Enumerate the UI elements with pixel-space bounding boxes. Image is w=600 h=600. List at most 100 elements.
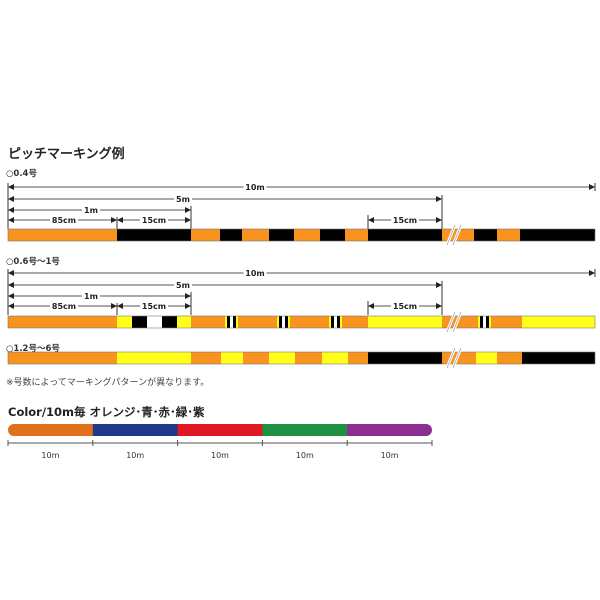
line-0-6-1-segment-orange	[8, 316, 117, 328]
color-length-label: 10m	[381, 451, 399, 460]
arrowhead	[185, 303, 191, 309]
section-label-0-4: ○0.4号	[6, 169, 37, 179]
line-0-6-1-segment-black	[337, 316, 340, 328]
arrowhead	[368, 303, 374, 309]
line-0-6-1-segment-yellow	[489, 316, 491, 328]
color-segment-2	[177, 424, 263, 436]
page-title: ピッチマーキング例	[8, 147, 125, 162]
dimension-label: 1m	[84, 292, 98, 301]
line-0-6-1-segment-yellow	[340, 316, 342, 328]
line-0-6-1-segment-black	[331, 316, 334, 328]
color-title: Color/10m毎 オレンジ･青･赤･緑･紫	[8, 405, 205, 419]
line-0-4-segment-black	[117, 229, 191, 241]
line-0-4-segment-orange	[191, 229, 220, 241]
line-0-6-1-segment-white	[230, 316, 233, 328]
dimension-label: 5m	[176, 195, 190, 204]
dimension-label: 1m	[84, 206, 98, 215]
arrowhead	[8, 217, 14, 223]
line-1-2-6-segment-orange	[497, 352, 522, 364]
line-0-6-1-segment-white	[282, 316, 285, 328]
arrowhead	[111, 303, 117, 309]
arrowhead	[436, 217, 442, 223]
line-0-4-segment-black	[368, 229, 442, 241]
break-mark-outline	[446, 311, 462, 333]
line-0-6-1-segment-black	[480, 316, 483, 328]
line-1-2-6-segment-black	[522, 352, 595, 364]
color-segment-1	[92, 424, 179, 436]
line-0-6-1-segment-yellow	[288, 316, 290, 328]
arrowhead	[8, 282, 14, 288]
arrowhead	[8, 270, 14, 276]
line-0-6-1-segment-yellow	[177, 316, 191, 328]
line-0-4-segment-orange	[8, 229, 117, 241]
arrowhead	[8, 196, 14, 202]
arrowhead	[111, 217, 117, 223]
dimension-label: 5m	[176, 281, 190, 290]
line-0-4-segment-orange	[242, 229, 269, 241]
line-0-4-segment-black	[520, 229, 595, 241]
line-0-6-1-segment-yellow	[329, 316, 331, 328]
dimension-label: 15cm	[142, 216, 166, 225]
arrowhead	[8, 293, 14, 299]
arrowhead	[589, 184, 595, 190]
section-label-1-2-6: ○1.2号〜6号	[6, 344, 60, 354]
line-0-4-outline	[7, 228, 596, 242]
line-0-4-segment-black	[269, 229, 294, 241]
line-0-6-1-segment-black	[279, 316, 282, 328]
line-1-2-6-segment-orange	[295, 352, 322, 364]
arrowhead	[8, 207, 14, 213]
line-0-6-1-segment-yellow	[225, 316, 227, 328]
dimension-label: 15cm	[142, 302, 166, 311]
color-length-label: 10m	[296, 451, 314, 460]
line-0-6-1-segment-yellow	[117, 316, 132, 328]
line-1-2-6-segment-orange	[243, 352, 269, 364]
arrowhead	[436, 282, 442, 288]
arrowhead	[589, 270, 595, 276]
line-0-6-1-segment-yellow	[368, 316, 442, 328]
line-1-2-6-segment-yellow	[269, 352, 295, 364]
line-0-6-1-segment-black	[227, 316, 230, 328]
line-1-2-6-segment-black	[368, 352, 442, 364]
line-1-2-6-segment-yellow	[117, 352, 191, 364]
arrowhead	[368, 217, 374, 223]
line-1-2-6-segment-orange	[348, 352, 368, 364]
dimension-label: 85cm	[52, 302, 76, 311]
line-0-6-1-segment-black	[162, 316, 177, 328]
line-1-2-6-segment-yellow	[221, 352, 243, 364]
line-0-4-segment-black	[474, 229, 497, 241]
dimension-label: 15cm	[393, 302, 417, 311]
line-0-4-segment-orange	[497, 229, 520, 241]
line-0-6-1-segment-white	[334, 316, 337, 328]
arrowhead	[185, 207, 191, 213]
dimension-label: 10m	[245, 269, 264, 278]
line-0-6-1-segment-black	[486, 316, 489, 328]
section-label-0-6-1: ○0.6号〜1号	[6, 257, 60, 267]
line-0-6-1-segment-yellow	[522, 316, 595, 328]
line-0-4-segment-orange	[294, 229, 320, 241]
line-0-6-1-segment-white	[483, 316, 486, 328]
arrowhead	[117, 303, 123, 309]
line-0-6-1-segment-yellow	[478, 316, 480, 328]
line-0-6-1-segment-yellow	[277, 316, 279, 328]
line-0-6-1-segment-yellow	[236, 316, 238, 328]
dimension-label: 10m	[245, 183, 264, 192]
arrowhead	[8, 303, 14, 309]
arrowhead	[436, 196, 442, 202]
dimension-label: 85cm	[52, 216, 76, 225]
line-0-6-1-segment-orange	[497, 316, 522, 328]
line-0-4-segment-orange	[345, 229, 368, 241]
color-segment-4	[347, 424, 432, 436]
arrowhead	[185, 217, 191, 223]
pattern-note: ※号数によってマーキングパターンが異なります。	[6, 378, 210, 388]
line-0-6-1-segment-black	[132, 316, 147, 328]
break-mark-outline	[446, 347, 462, 369]
line-0-4-segment-black	[320, 229, 345, 241]
color-length-label: 10m	[126, 451, 144, 460]
line-0-6-1-segment-black	[285, 316, 288, 328]
color-segment-3	[262, 424, 348, 436]
arrowhead	[8, 184, 14, 190]
line-0-6-1-segment-black	[233, 316, 236, 328]
arrowhead	[117, 217, 123, 223]
arrowhead	[185, 293, 191, 299]
